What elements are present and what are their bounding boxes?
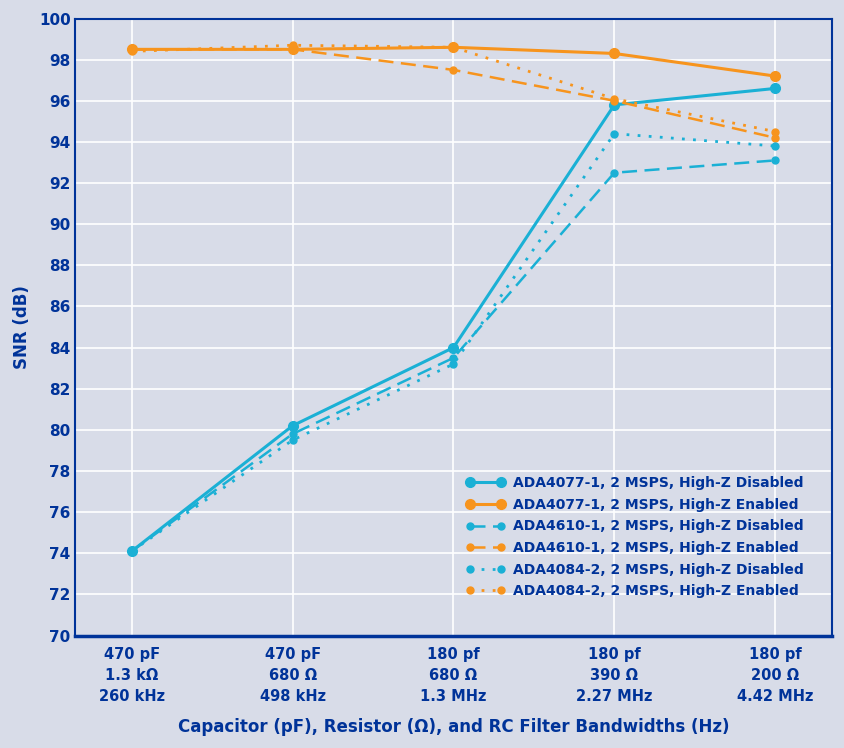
ADA4077-1, 2 MSPS, High-Z Enabled bbox=[448, 43, 458, 52]
ADA4610-1, 2 MSPS, High-Z Disabled bbox=[127, 547, 137, 556]
ADA4077-1, 2 MSPS, High-Z Disabled bbox=[127, 547, 137, 556]
Line: ADA4077-1, 2 MSPS, High-Z Enabled: ADA4077-1, 2 MSPS, High-Z Enabled bbox=[127, 43, 780, 81]
Line: ADA4077-1, 2 MSPS, High-Z Disabled: ADA4077-1, 2 MSPS, High-Z Disabled bbox=[127, 84, 780, 556]
Line: ADA4610-1, 2 MSPS, High-Z Disabled: ADA4610-1, 2 MSPS, High-Z Disabled bbox=[128, 157, 779, 555]
ADA4610-1, 2 MSPS, High-Z Disabled bbox=[448, 353, 458, 362]
ADA4084-2, 2 MSPS, High-Z Disabled bbox=[127, 547, 137, 556]
ADA4084-2, 2 MSPS, High-Z Enabled bbox=[448, 43, 458, 52]
ADA4084-2, 2 MSPS, High-Z Disabled bbox=[609, 129, 619, 138]
ADA4077-1, 2 MSPS, High-Z Enabled bbox=[127, 45, 137, 54]
Legend: ADA4077-1, 2 MSPS, High-Z Disabled, ADA4077-1, 2 MSPS, High-Z Enabled, ADA4610-1: ADA4077-1, 2 MSPS, High-Z Disabled, ADA4… bbox=[460, 470, 809, 604]
ADA4077-1, 2 MSPS, High-Z Enabled bbox=[770, 72, 780, 81]
ADA4084-2, 2 MSPS, High-Z Disabled bbox=[770, 141, 780, 150]
Line: ADA4084-2, 2 MSPS, High-Z Enabled: ADA4084-2, 2 MSPS, High-Z Enabled bbox=[128, 42, 779, 135]
ADA4610-1, 2 MSPS, High-Z Enabled bbox=[288, 45, 298, 54]
ADA4610-1, 2 MSPS, High-Z Disabled bbox=[609, 168, 619, 177]
Line: ADA4610-1, 2 MSPS, High-Z Enabled: ADA4610-1, 2 MSPS, High-Z Enabled bbox=[128, 46, 779, 141]
ADA4610-1, 2 MSPS, High-Z Enabled bbox=[770, 133, 780, 142]
ADA4610-1, 2 MSPS, High-Z Disabled bbox=[288, 429, 298, 438]
ADA4077-1, 2 MSPS, High-Z Disabled bbox=[609, 100, 619, 109]
ADA4084-2, 2 MSPS, High-Z Enabled bbox=[288, 40, 298, 49]
ADA4610-1, 2 MSPS, High-Z Enabled bbox=[448, 65, 458, 74]
ADA4077-1, 2 MSPS, High-Z Disabled bbox=[770, 84, 780, 93]
ADA4610-1, 2 MSPS, High-Z Enabled bbox=[609, 96, 619, 105]
ADA4610-1, 2 MSPS, High-Z Disabled bbox=[770, 156, 780, 165]
Y-axis label: SNR (dB): SNR (dB) bbox=[13, 285, 30, 369]
X-axis label: Capacitor (pF), Resistor (Ω), and RC Filter Bandwidths (Hz): Capacitor (pF), Resistor (Ω), and RC Fil… bbox=[178, 717, 729, 735]
ADA4077-1, 2 MSPS, High-Z Enabled bbox=[288, 45, 298, 54]
ADA4077-1, 2 MSPS, High-Z Disabled bbox=[448, 343, 458, 352]
Line: ADA4084-2, 2 MSPS, High-Z Disabled: ADA4084-2, 2 MSPS, High-Z Disabled bbox=[128, 130, 779, 555]
ADA4077-1, 2 MSPS, High-Z Disabled bbox=[288, 421, 298, 430]
ADA4084-2, 2 MSPS, High-Z Enabled bbox=[770, 127, 780, 136]
ADA4610-1, 2 MSPS, High-Z Enabled bbox=[127, 45, 137, 54]
ADA4077-1, 2 MSPS, High-Z Enabled bbox=[609, 49, 619, 58]
ADA4084-2, 2 MSPS, High-Z Disabled bbox=[288, 435, 298, 444]
ADA4084-2, 2 MSPS, High-Z Enabled bbox=[609, 94, 619, 103]
ADA4084-2, 2 MSPS, High-Z Enabled bbox=[127, 47, 137, 56]
ADA4084-2, 2 MSPS, High-Z Disabled bbox=[448, 360, 458, 369]
